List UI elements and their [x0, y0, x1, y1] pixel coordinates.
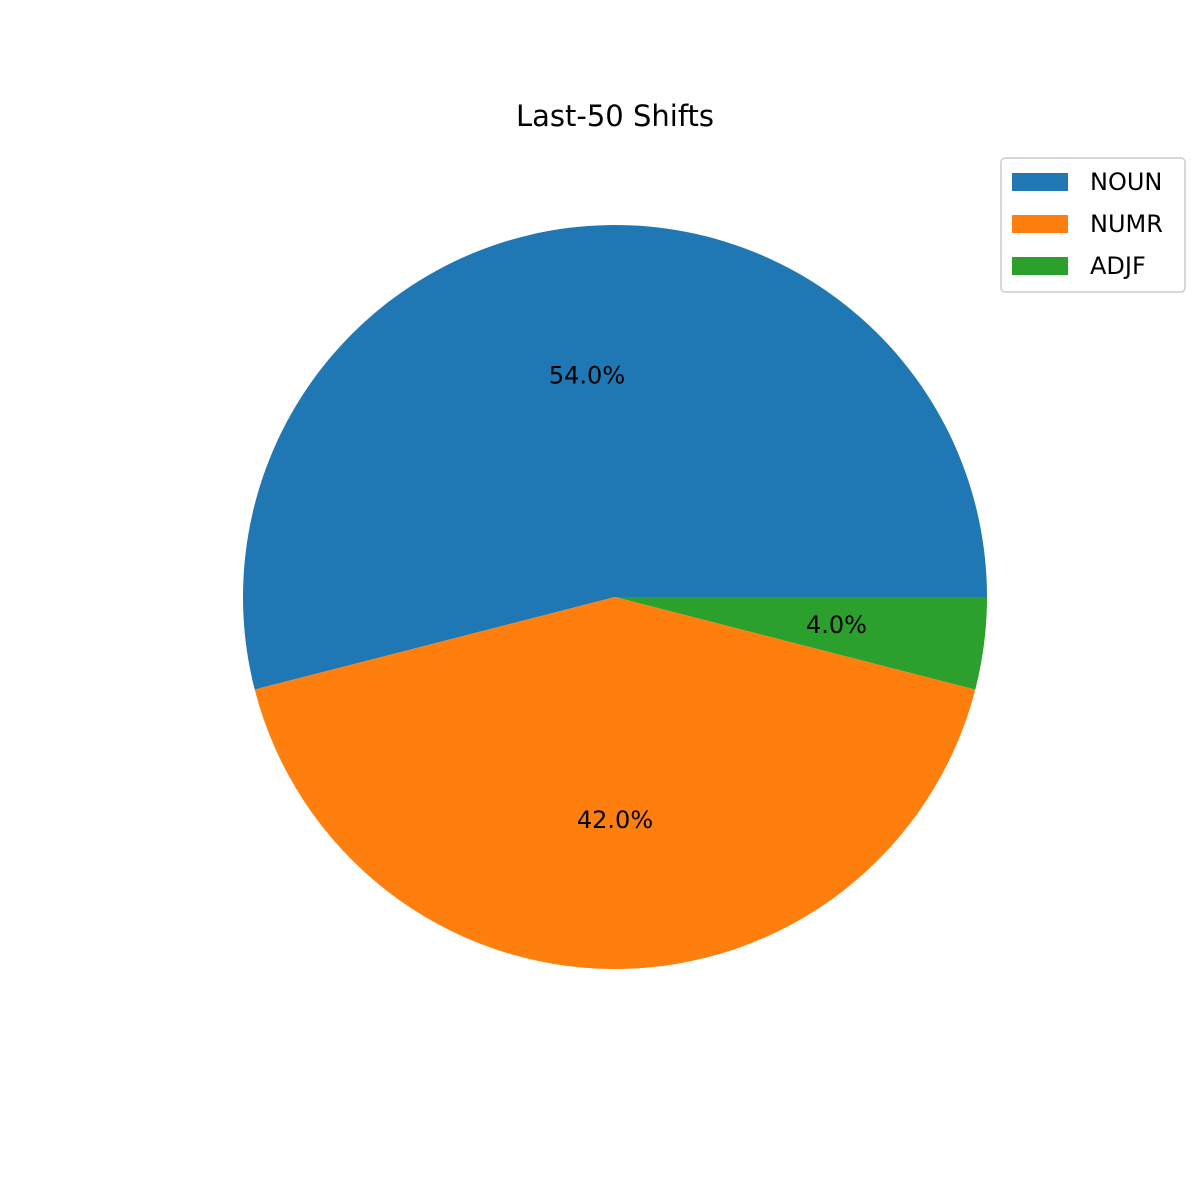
legend: NOUN NUMR ADJF [1000, 157, 1186, 293]
legend-items: NOUN NUMR ADJF [1012, 168, 1163, 280]
slice-label-adjf: 4.0% [806, 611, 867, 639]
legend-label-adjf: ADJF [1090, 252, 1146, 280]
pie-slice-adjf [615, 597, 987, 690]
pie-slice-noun [243, 225, 987, 690]
legend-swatch-adjf [1012, 257, 1068, 275]
legend-label-noun: NOUN [1090, 168, 1162, 196]
pie-slice-labels: 54.0% 42.0% 4.0% [549, 362, 867, 835]
legend-label-numr: NUMR [1090, 210, 1163, 238]
pie-slice-numr [254, 597, 976, 970]
slice-label-numr: 42.0% [577, 806, 653, 834]
chart-title: Last-50 Shifts [516, 99, 714, 133]
legend-swatch-numr [1012, 215, 1068, 233]
slice-label-noun: 54.0% [549, 362, 625, 390]
legend-swatch-noun [1012, 173, 1068, 191]
pie-slices [243, 225, 987, 970]
